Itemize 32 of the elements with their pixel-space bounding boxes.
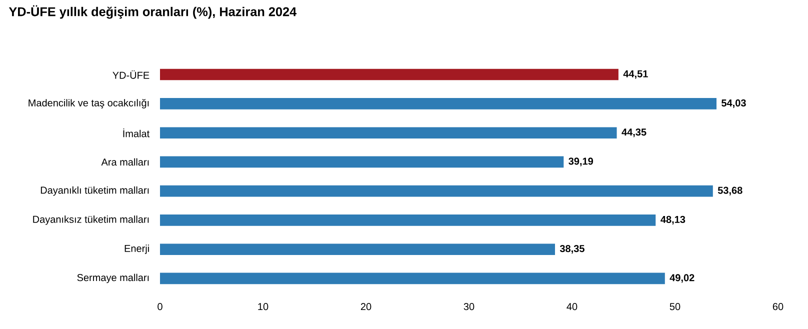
y-tick-label: Ara malları	[101, 158, 149, 166]
x-tick-label: 10	[258, 303, 268, 310]
data-label: 44,35	[622, 128, 646, 138]
y-tick-label: Enerji	[124, 244, 149, 254]
y-tick-label: Madencilik ve taş ocakcılığı	[28, 98, 149, 108]
x-tick-label: 30	[464, 303, 474, 310]
x-tick-label: 50	[670, 303, 680, 310]
y-tick-label: YD-ÜFE	[112, 70, 150, 79]
y-tick-label: Sermaye malları	[77, 274, 149, 284]
bar	[160, 272, 665, 284]
bar	[160, 156, 564, 168]
x-tick-label: 0	[158, 303, 162, 310]
data-label: 38,35	[560, 245, 584, 254]
bar	[160, 68, 618, 80]
bar	[160, 185, 713, 197]
data-label: 39,19	[568, 158, 594, 166]
bar	[160, 244, 555, 255]
data-label: 53,68	[718, 186, 742, 196]
x-tick-label: 20	[360, 303, 372, 310]
bar	[160, 98, 717, 110]
bar	[160, 127, 617, 138]
x-tick-label: 60	[772, 303, 784, 310]
y-tick-label: Dayanıklı tüketim malları	[40, 186, 149, 196]
data-label: 54,03	[722, 99, 746, 108]
chart-title: YD-ÜFE yıllık değişim oranları (%), Haziran 2024	[8, 5, 297, 19]
bar	[160, 214, 656, 226]
data-label: 49,02	[670, 274, 694, 283]
data-label: 48,13	[660, 216, 686, 224]
y-tick-label: İmalat	[123, 128, 150, 138]
data-label: 44,51	[623, 70, 648, 79]
x-tick-label: 40	[566, 303, 578, 310]
y-tick-label: Dayanıksız tüketim malları	[33, 216, 149, 225]
